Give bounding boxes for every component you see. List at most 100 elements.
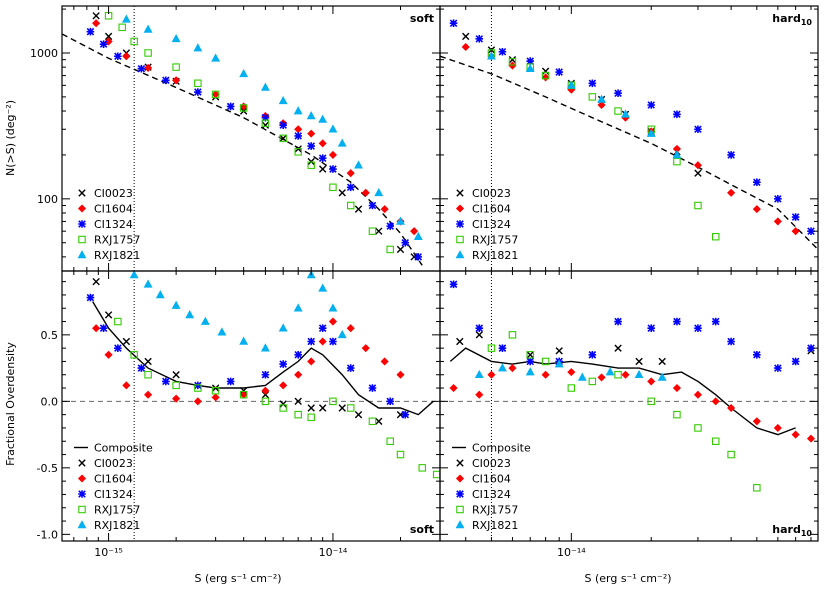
series-rxj1821 bbox=[129, 271, 347, 352]
data-point bbox=[122, 52, 131, 61]
data-point bbox=[410, 227, 419, 236]
panel-bottom-right: 10⁻¹⁴ hard10 Composite CI0023 CI1604 CI1324 RX… bbox=[439, 270, 819, 559]
series-ci1604 bbox=[92, 19, 419, 236]
data-point bbox=[432, 470, 440, 479]
data-point bbox=[541, 357, 550, 366]
x-tick-label: 10⁻¹⁵ bbox=[94, 546, 123, 559]
data-point bbox=[130, 37, 138, 46]
data-point bbox=[239, 390, 248, 399]
data-point bbox=[614, 107, 622, 115]
data-point bbox=[279, 381, 288, 390]
data-point bbox=[396, 216, 405, 225]
data-point bbox=[508, 55, 517, 64]
data-point bbox=[307, 357, 316, 366]
series-ci0023 bbox=[92, 277, 405, 425]
data-point bbox=[279, 121, 287, 129]
data-point bbox=[554, 359, 564, 368]
legend-marker bbox=[456, 490, 464, 498]
composite-line bbox=[92, 301, 434, 416]
data-point bbox=[752, 417, 761, 426]
data-point bbox=[104, 32, 113, 41]
data-point bbox=[162, 377, 170, 386]
legend-label: CI1604 bbox=[94, 473, 133, 486]
series-ci1324 bbox=[449, 19, 815, 235]
data-point bbox=[727, 450, 735, 459]
data-point bbox=[694, 324, 702, 332]
data-point bbox=[329, 337, 337, 346]
legend: Composite CI0023 CI1604 CI1324 RXJ1757 RXJ182… bbox=[74, 442, 153, 532]
data-point bbox=[172, 371, 180, 379]
data-point bbox=[294, 397, 302, 406]
series-ci0023 bbox=[456, 331, 815, 366]
data-point bbox=[307, 404, 315, 412]
data-point bbox=[318, 324, 327, 332]
data-point bbox=[261, 397, 270, 406]
legend-marker bbox=[456, 505, 464, 514]
legend-marker bbox=[77, 520, 87, 529]
data-point bbox=[294, 350, 302, 359]
legend-label: CI1604 bbox=[94, 203, 133, 216]
legend-marker bbox=[455, 520, 465, 529]
data-point bbox=[386, 245, 394, 254]
data-point bbox=[791, 430, 800, 439]
data-point bbox=[487, 370, 496, 379]
data-point bbox=[129, 271, 139, 279]
data-point bbox=[526, 351, 534, 359]
data-point bbox=[646, 128, 656, 137]
y-tick-label: 0.0 bbox=[41, 395, 59, 408]
legend-marker bbox=[78, 490, 86, 498]
data-point bbox=[137, 364, 146, 372]
legend-label: CI0023 bbox=[472, 457, 511, 470]
data-point bbox=[118, 23, 126, 32]
y-tick-label: -0.5 bbox=[37, 462, 58, 475]
data-point bbox=[329, 165, 337, 173]
data-point bbox=[672, 150, 682, 159]
data-point bbox=[807, 344, 815, 352]
data-point bbox=[541, 370, 550, 379]
data-point bbox=[346, 169, 355, 178]
series-ci1324 bbox=[86, 27, 423, 261]
data-point bbox=[588, 79, 597, 88]
data-point bbox=[456, 337, 464, 346]
data-point bbox=[294, 132, 302, 140]
data-point bbox=[114, 344, 122, 352]
legend-label: CI1324 bbox=[472, 218, 511, 231]
data-point bbox=[401, 410, 410, 419]
legend-marker bbox=[456, 220, 464, 228]
legend-marker bbox=[455, 474, 465, 483]
data-point bbox=[694, 125, 702, 134]
data-point bbox=[555, 347, 563, 355]
data-point bbox=[193, 43, 203, 52]
data-point bbox=[752, 205, 761, 214]
data-point bbox=[293, 106, 303, 115]
data-point bbox=[104, 37, 113, 46]
data-point bbox=[260, 343, 270, 352]
data-point bbox=[621, 109, 630, 118]
data-point bbox=[261, 113, 270, 122]
panel-top-right: hard10 CI0023 CI1604 CI1324 RXJ1757 RXJ1821 bbox=[439, 5, 819, 272]
data-point bbox=[498, 344, 507, 352]
legend-marker bbox=[78, 189, 86, 197]
data-point bbox=[328, 303, 338, 312]
data-point bbox=[753, 178, 761, 187]
legend-marker bbox=[455, 204, 465, 213]
data-point bbox=[727, 337, 735, 346]
legend-marker bbox=[77, 204, 87, 213]
legend-label: Composite bbox=[472, 442, 531, 455]
panel-corner-label: hard10 bbox=[772, 12, 812, 27]
data-point bbox=[194, 88, 202, 96]
legend-label: RXJ1757 bbox=[94, 234, 140, 247]
data-point bbox=[375, 417, 383, 425]
legend-label: RXJ1821 bbox=[472, 519, 518, 532]
x-tick-label: 10⁻¹⁴ bbox=[557, 546, 586, 559]
data-point bbox=[239, 104, 248, 112]
panel-frame bbox=[439, 5, 819, 272]
data-point bbox=[307, 142, 316, 150]
data-point bbox=[727, 188, 736, 197]
data-point bbox=[807, 227, 815, 235]
data-point bbox=[711, 317, 720, 326]
data-point bbox=[172, 63, 180, 71]
data-point bbox=[449, 280, 458, 289]
data-point bbox=[773, 423, 782, 432]
data-point bbox=[380, 205, 389, 214]
